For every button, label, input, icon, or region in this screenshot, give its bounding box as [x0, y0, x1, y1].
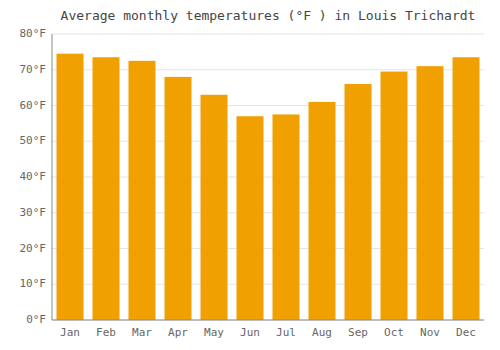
bar	[165, 77, 192, 320]
y-tick-label: 40°F	[20, 170, 47, 183]
bar	[309, 102, 336, 320]
bars	[57, 54, 480, 320]
x-tick-label: Jan	[60, 326, 80, 339]
y-tick-label: 50°F	[20, 134, 47, 147]
grid-line	[52, 320, 484, 321]
title: Average monthly temperatures (°F ) in Lo…	[61, 8, 476, 23]
y-tick-label: 70°F	[20, 63, 47, 76]
y-tick-label: 10°F	[20, 277, 47, 290]
bar	[57, 54, 84, 320]
x-tick-label: Dec	[456, 326, 476, 339]
bar	[237, 116, 264, 320]
x-axis-line	[52, 320, 484, 321]
bar	[417, 66, 444, 320]
x-tick-label: Oct	[384, 326, 404, 339]
chart-container: 0°F 10°F 20°F 30°F 40°F 50°F 60°F 70°F 80°F Jan Fe…	[0, 0, 500, 350]
y-grid	[52, 34, 484, 320]
x-tick-label: Jul	[276, 326, 296, 339]
x-tick-label: Aug	[312, 326, 332, 339]
y-tick-label: 80°F	[20, 27, 47, 40]
x-tick-label: Apr	[168, 326, 188, 339]
bar	[453, 57, 480, 320]
x-tick-label: Jun	[240, 326, 260, 339]
bar	[93, 57, 120, 320]
grid-line	[52, 34, 484, 35]
y-axis-line	[52, 34, 53, 320]
bar	[345, 84, 372, 320]
x-tick-label: Sep	[348, 326, 368, 339]
x-tick-label: Feb	[96, 326, 116, 339]
y-tick-labels: 0°F 10°F 20°F 30°F 40°F 50°F 60°F 70°F 80°F	[20, 27, 47, 326]
bar	[273, 114, 300, 320]
bar	[129, 61, 156, 320]
y-tick-label: 60°F	[20, 99, 47, 112]
bar	[381, 72, 408, 320]
chart: 0°F 10°F 20°F 30°F 40°F 50°F 60°F 70°F 80°F Jan Fe…	[0, 0, 500, 350]
x-tick-label: May	[204, 326, 224, 339]
x-tick-labels: Jan Feb Mar Apr May Jun Jul Aug Sep Oct Nov Dec	[60, 326, 476, 339]
x-tick-label: Nov	[420, 326, 440, 339]
x-tick-label: Mar	[132, 326, 152, 339]
y-tick-label: 30°F	[20, 206, 47, 219]
y-tick-label: 20°F	[20, 242, 47, 255]
bar	[201, 95, 228, 320]
y-tick-label: 0°F	[26, 313, 46, 326]
